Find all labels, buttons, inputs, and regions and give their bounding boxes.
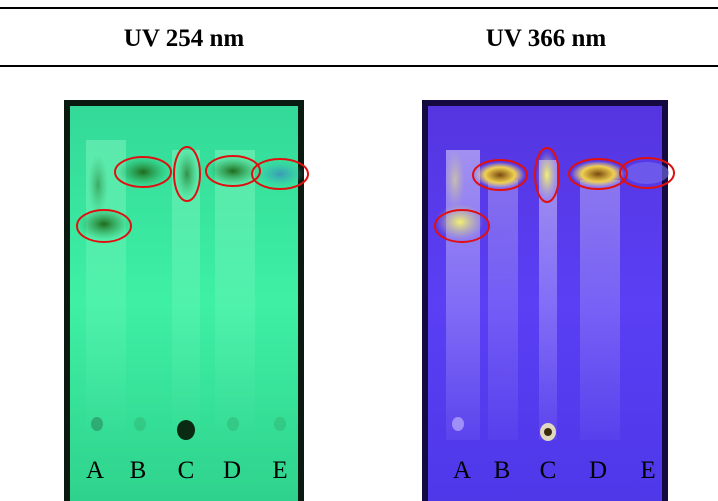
tlc-plate-366 [422, 100, 674, 501]
lane-label: C [540, 457, 557, 484]
lane-label: D [223, 457, 241, 484]
lane-label: A [453, 457, 471, 484]
lane-label: C [178, 457, 195, 484]
lane-label: D [589, 457, 607, 484]
lane-label: B [130, 457, 147, 484]
lane-label: B [494, 457, 511, 484]
column-header: UV 366 nm [486, 25, 607, 52]
lane-label: E [272, 457, 287, 484]
figure-canvas: UV 254 nm UV 366 nm [0, 0, 718, 501]
column-header: UV 254 nm [124, 25, 245, 52]
figure: UV 254 nm UV 366 nm [0, 0, 718, 501]
lane-label: E [640, 457, 655, 484]
lane-label: A [86, 457, 104, 484]
tlc-plate-254 [64, 100, 308, 501]
